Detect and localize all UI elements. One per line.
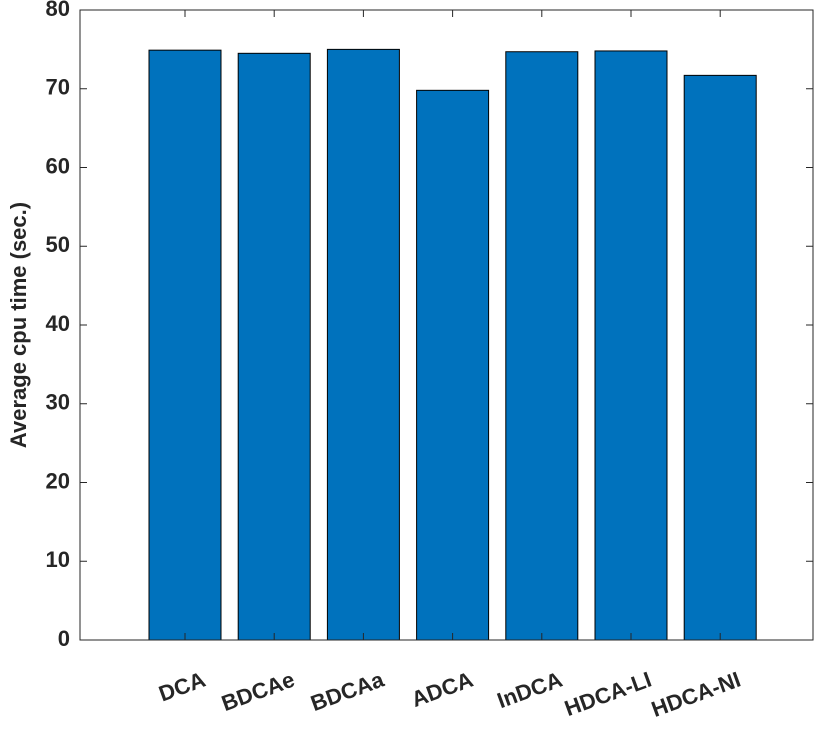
- y-axis-label: Average cpu time (sec.): [6, 202, 31, 448]
- bar: [326, 48, 400, 641]
- x-tick-label: BDCAe: [218, 667, 298, 716]
- x-tick-label: DCA: [155, 667, 208, 707]
- y-tick-label: 80: [46, 0, 70, 21]
- bar: [505, 51, 579, 641]
- x-tick-label: HDCA-NI: [648, 667, 744, 722]
- y-tick-label: 10: [46, 547, 70, 572]
- bar: [683, 74, 757, 641]
- y-tick-label: 0: [58, 626, 70, 651]
- y-tick-label: 70: [46, 75, 70, 100]
- bar: [237, 52, 311, 641]
- axes-box: [79, 9, 814, 641]
- y-tick-label: 50: [46, 232, 70, 257]
- x-tick-label: BDCAa: [307, 666, 387, 716]
- bar: [594, 50, 668, 641]
- x-tick-label: ADCA: [408, 667, 476, 712]
- x-tick-label: HDCA-LI: [561, 667, 655, 721]
- bar: [416, 89, 490, 641]
- y-tick-label: 20: [46, 468, 70, 493]
- bar: [148, 49, 222, 641]
- y-tick-label: 40: [46, 311, 70, 336]
- y-tick-label: 60: [46, 153, 70, 178]
- y-tick-label: 30: [46, 390, 70, 415]
- x-tick-label: InDCA: [494, 667, 566, 714]
